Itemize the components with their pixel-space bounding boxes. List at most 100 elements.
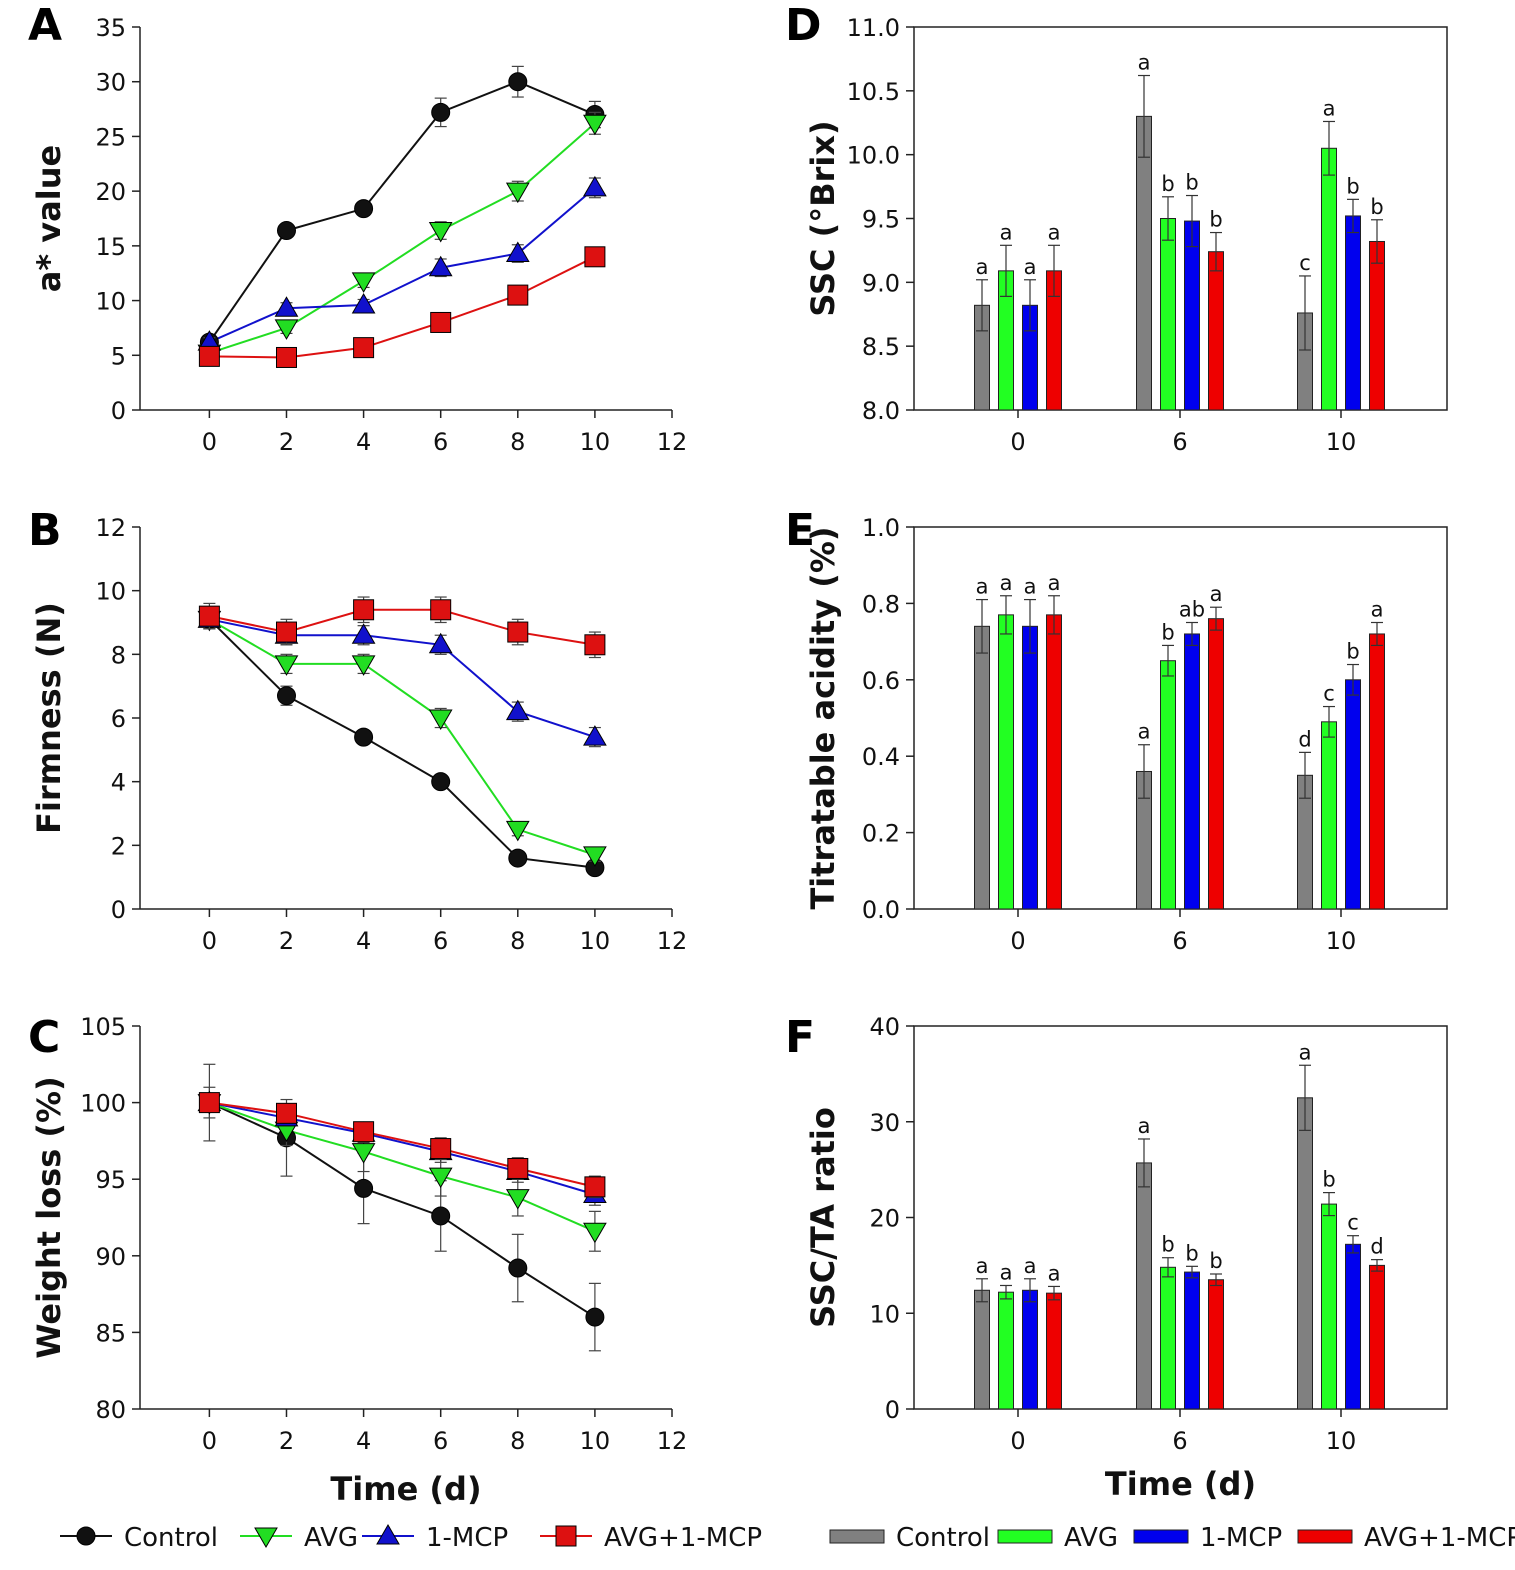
line-legend: Control AVG 1-MCP AVG+1-MCP bbox=[60, 1523, 762, 1553]
significance-letter: a bbox=[976, 575, 989, 599]
bar-avg-plus-1-mcp bbox=[1208, 1279, 1224, 1410]
y-tick-label: 5 bbox=[111, 342, 126, 370]
x-tick-label: 8 bbox=[510, 927, 525, 955]
significance-letter: a bbox=[1000, 220, 1013, 244]
bar-control bbox=[1136, 1162, 1152, 1410]
bar-avg bbox=[1160, 660, 1176, 910]
significance-letter: b bbox=[1161, 620, 1174, 644]
bar-1-mcp bbox=[1345, 679, 1361, 910]
significance-letter: b bbox=[1370, 195, 1383, 219]
significance-letter: a bbox=[1048, 1261, 1061, 1285]
x-tick-label: 4 bbox=[356, 927, 371, 955]
significance-letter: a bbox=[976, 255, 989, 279]
y-tick-label: 8.0 bbox=[862, 397, 900, 425]
significance-letter: a bbox=[1024, 255, 1037, 279]
x-tick-label: 6 bbox=[1172, 1427, 1187, 1455]
y-tick-label: 12 bbox=[95, 514, 126, 542]
series-line-avg-plus-1-mcp bbox=[209, 1101, 596, 1188]
significance-letter: b bbox=[1161, 1233, 1174, 1257]
data-point-avg-plus-1-mcp bbox=[507, 621, 529, 643]
data-point-avg-plus-1-mcp bbox=[275, 346, 297, 368]
data-point-avg bbox=[351, 272, 376, 293]
bar-1-mcp bbox=[1184, 220, 1200, 411]
significance-letter: a bbox=[1323, 96, 1336, 120]
x-tick-label: 0 bbox=[202, 428, 217, 456]
legend-swatch bbox=[829, 1529, 885, 1544]
y-tick-label: 15 bbox=[95, 233, 126, 261]
x-tick-label: 6 bbox=[1172, 927, 1187, 955]
legend-label: AVG bbox=[1064, 1523, 1118, 1553]
x-axis-title: Time (d) bbox=[1105, 1465, 1256, 1503]
legend-label: AVG+1-MCP bbox=[604, 1523, 762, 1553]
data-point-avg-plus-1-mcp bbox=[584, 634, 606, 656]
x-tick-label: 10 bbox=[580, 1427, 611, 1455]
x-tick-label: 6 bbox=[1172, 428, 1187, 456]
y-tick-label: 9.0 bbox=[862, 269, 900, 297]
x-tick-label: 10 bbox=[580, 428, 611, 456]
x-tick-label: 10 bbox=[1326, 1427, 1357, 1455]
y-tick-label: 11.0 bbox=[847, 14, 900, 42]
series-line-avg-plus-1-mcp bbox=[209, 608, 596, 646]
legend-marker bbox=[76, 1526, 96, 1546]
series-line-1-mcp bbox=[209, 618, 596, 739]
significance-letter: a bbox=[1048, 571, 1061, 595]
y-axis-title: Firmness (N) bbox=[30, 602, 68, 834]
series-line-control bbox=[208, 1101, 596, 1318]
y-tick-label: 85 bbox=[95, 1319, 126, 1347]
bar-control bbox=[974, 625, 990, 910]
bar-1-mcp bbox=[1184, 1271, 1200, 1410]
y-tick-label: 0.0 bbox=[862, 896, 900, 924]
significance-letter: a bbox=[1138, 51, 1151, 75]
y-tick-label: 30 bbox=[95, 69, 126, 97]
y-tick-label: 2 bbox=[111, 832, 126, 860]
data-point-avg-plus-1-mcp bbox=[198, 1092, 220, 1114]
bar-avg bbox=[1321, 721, 1337, 910]
panel-a: A 0 5 10 15 20 25 30 35 a* value 0 2 4 6 8 10 12 bbox=[28, 0, 687, 456]
bar-avg bbox=[998, 1291, 1014, 1410]
data-point-avg bbox=[428, 222, 453, 243]
x-tick-label: 0 bbox=[1010, 1427, 1025, 1455]
x-tick-label: 8 bbox=[510, 428, 525, 456]
data-point-avg bbox=[351, 1143, 376, 1164]
bar-avg bbox=[1321, 147, 1337, 411]
y-tick-label: 8 bbox=[111, 641, 126, 669]
plot-frame bbox=[913, 526, 1448, 910]
significance-letter: a bbox=[1138, 720, 1151, 744]
data-point-control bbox=[354, 727, 374, 747]
panel-label-c: C bbox=[28, 1012, 60, 1063]
data-point-avg-plus-1-mcp bbox=[430, 599, 452, 621]
bar-1-mcp bbox=[1345, 1243, 1361, 1410]
data-point-avg-plus-1-mcp bbox=[507, 1157, 529, 1179]
y-tick-label: 35 bbox=[95, 14, 126, 42]
panel-e: E 0.0 0.2 0.4 0.6 0.8 1.0 Titratable acidity (%… bbox=[785, 505, 1448, 955]
data-point-control bbox=[354, 199, 374, 219]
data-point-avg-plus-1-mcp bbox=[507, 284, 529, 306]
data-point-avg bbox=[583, 114, 607, 136]
legend-label: 1-MCP bbox=[426, 1523, 508, 1553]
significance-letter: c bbox=[1347, 1211, 1359, 1235]
y-tick-label: 10.0 bbox=[847, 142, 900, 170]
data-point-control bbox=[431, 102, 451, 122]
significance-letter: c bbox=[1323, 682, 1335, 706]
x-tick-label: 0 bbox=[202, 1427, 217, 1455]
y-tick-label: 40 bbox=[869, 1013, 900, 1041]
significance-letter: b bbox=[1346, 640, 1359, 664]
plot-frame bbox=[913, 26, 1448, 411]
series-line-avg bbox=[208, 618, 596, 856]
x-tick-label: 12 bbox=[657, 1427, 688, 1455]
y-tick-label: 0.4 bbox=[862, 743, 900, 771]
data-point-1-mcp bbox=[583, 175, 607, 197]
plot-frame bbox=[913, 1025, 1448, 1410]
data-point-avg-plus-1-mcp bbox=[353, 337, 375, 359]
data-point-control bbox=[508, 72, 528, 92]
data-point-1-mcp bbox=[583, 725, 607, 746]
y-tick-label: 0.2 bbox=[862, 820, 900, 848]
data-point-avg bbox=[428, 1167, 453, 1189]
x-tick-label: 12 bbox=[657, 428, 688, 456]
legend-marker bbox=[555, 1525, 577, 1547]
legend-label: AVG+1-MCP bbox=[1364, 1523, 1515, 1553]
y-tick-label: 95 bbox=[95, 1166, 126, 1194]
y-tick-label: 10.5 bbox=[847, 78, 900, 106]
y-tick-label: 0.6 bbox=[862, 667, 900, 695]
